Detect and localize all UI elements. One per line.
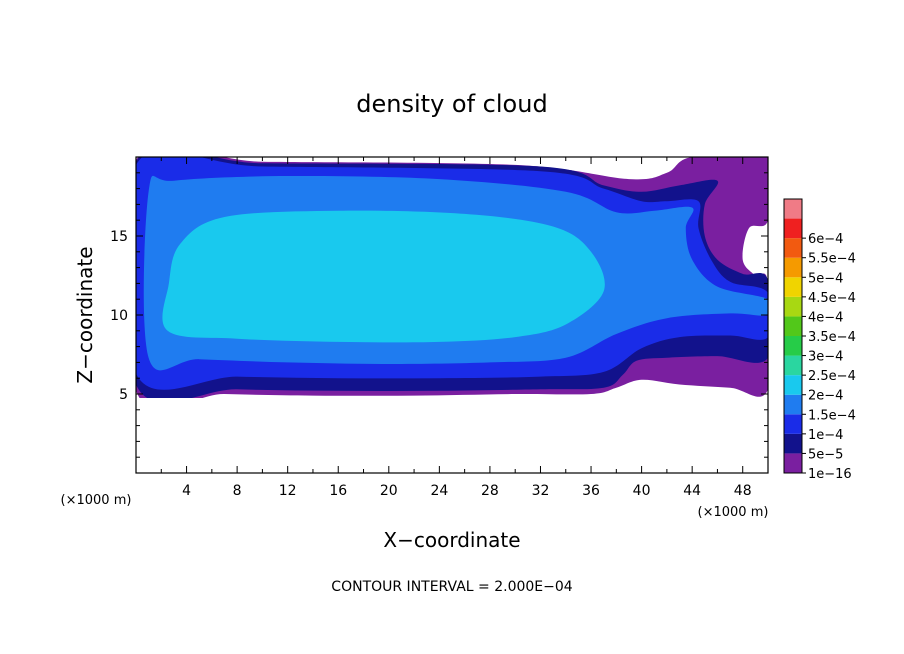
y-axis-label: Z−coordinate: [73, 246, 97, 383]
colorbar-label: 1.5e−4: [808, 408, 856, 423]
x-tick-label: 40: [633, 483, 651, 499]
colorbar-label: 5e−4: [808, 271, 843, 286]
colorbar-segment: [784, 453, 802, 473]
y-tick-label: 15: [110, 229, 128, 245]
x-tick-label: 16: [329, 483, 347, 499]
colorbar-segment: [784, 375, 802, 395]
cloud-free-region: [136, 398, 768, 473]
x-axis-label: X−coordinate: [383, 528, 520, 552]
chart-title: density of cloud: [356, 90, 547, 118]
colorbar-segment: [784, 257, 802, 278]
x-tick-label: 24: [430, 483, 448, 499]
colorbar-segment: [784, 336, 802, 356]
x-axis-ticks: 4 8 12 16 20 24 28 32 36 40 44 48: [160, 157, 752, 499]
y-tick-label: 5: [119, 387, 128, 403]
colorbar-label: 2e−4: [808, 389, 843, 404]
x-tick-label: 44: [683, 483, 701, 499]
colorbar-segment: [784, 277, 802, 297]
contour-interval-note: CONTOUR INTERVAL = 2.000E−04: [331, 579, 572, 595]
colorbar-segment: [784, 433, 802, 454]
colorbar-segment: [784, 218, 802, 239]
x-tick-label: 48: [734, 483, 752, 499]
colorbar-label: 6e−4: [808, 232, 843, 247]
colorbar-segment: [784, 394, 802, 415]
colorbar-label: 1e−16: [808, 467, 852, 482]
colorbar-label: 4.5e−4: [808, 291, 856, 306]
cloud-density-field: [136, 157, 768, 473]
y-axis-ticks: 5 10 15: [110, 172, 768, 458]
y-unit-label: (×1000 m): [61, 493, 132, 508]
colorbar-segment: [784, 296, 802, 317]
colorbar: 1e−16 5e−5 1e−4 1.5e−4 2e−4 2.5e−4 3e−4 3.5e−4 4…: [783, 198, 856, 482]
colorbar-label: 5.5e−4: [808, 252, 856, 267]
colorbar-label: 5e−5: [808, 447, 843, 462]
x-tick-label: 20: [380, 483, 398, 499]
colorbar-segment: [784, 414, 802, 434]
colorbar-segment: [784, 199, 802, 219]
colorbar-label: 1e−4: [808, 428, 843, 443]
x-tick-label: 12: [279, 483, 297, 499]
x-tick-label: 28: [481, 483, 499, 499]
density-layer-4: [162, 210, 605, 343]
x-tick-label: 36: [582, 483, 600, 499]
colorbar-label: 3e−4: [808, 350, 843, 365]
x-tick-label: 8: [233, 483, 242, 499]
colorbar-segment: [784, 355, 802, 376]
x-unit-label: (×1000 m): [698, 505, 769, 520]
colorbar-label: 4e−4: [808, 310, 843, 325]
colorbar-segment: [784, 316, 802, 336]
x-tick-label: 4: [182, 483, 191, 499]
colorbar-label: 3.5e−4: [808, 330, 856, 345]
colorbar-label: 2.5e−4: [808, 369, 856, 384]
x-tick-label: 32: [532, 483, 550, 499]
colorbar-segment: [784, 238, 802, 258]
y-tick-label: 10: [110, 308, 128, 324]
